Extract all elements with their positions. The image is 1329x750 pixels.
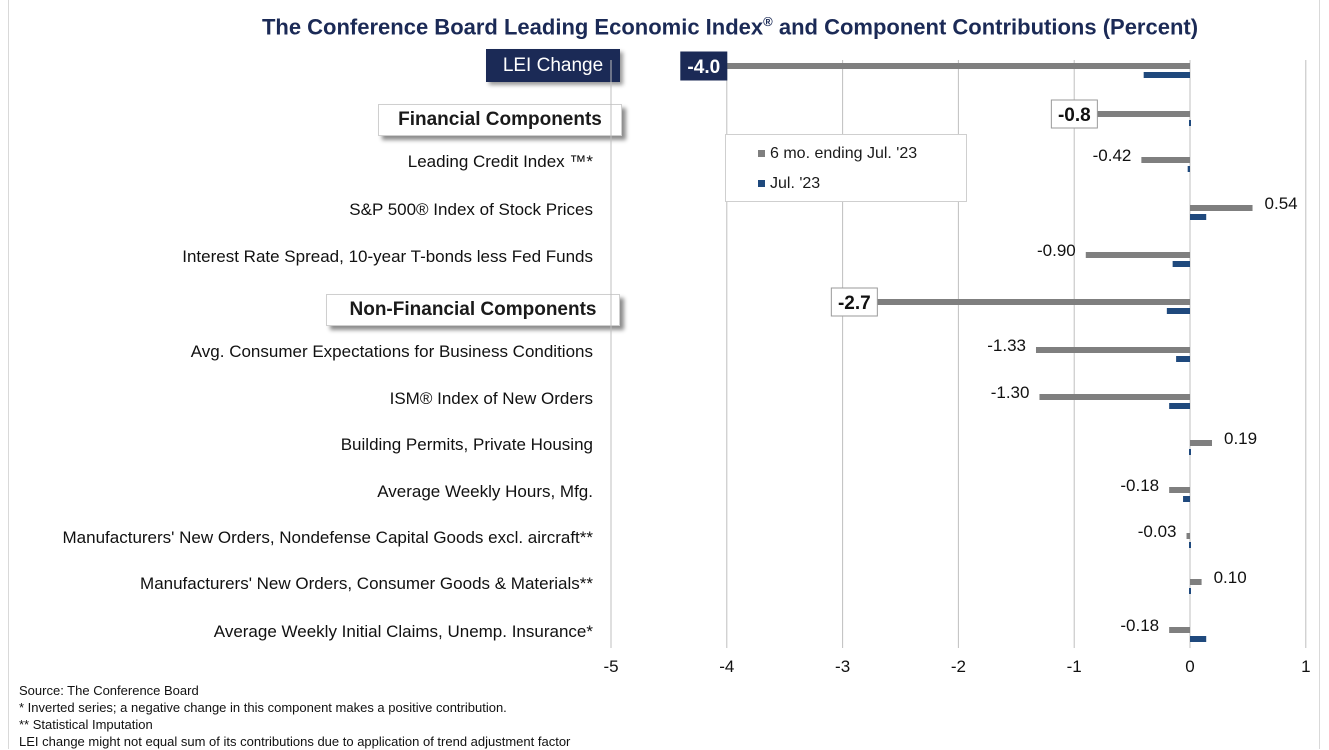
x-tick-label: -2 bbox=[951, 657, 966, 676]
row-label: Manufacturers' New Orders, Consumer Good… bbox=[140, 574, 593, 593]
legend-swatch-six-month bbox=[758, 150, 765, 158]
bar-july bbox=[1190, 636, 1207, 642]
legend-item-july: Jul. '23 bbox=[758, 175, 820, 193]
value-label: -0.18 bbox=[1120, 476, 1159, 495]
bar-six-month bbox=[1035, 347, 1190, 353]
value-label: -0.18 bbox=[1120, 616, 1159, 635]
value-label: 0.54 bbox=[1265, 194, 1298, 213]
value-callout-box bbox=[680, 51, 728, 81]
value-label: 0.19 bbox=[1224, 429, 1257, 448]
legend-swatch-july bbox=[758, 180, 765, 188]
non-financial-components-header: Non-Financial Components bbox=[326, 294, 620, 326]
bar-july bbox=[1169, 403, 1190, 409]
bar-six-month bbox=[877, 299, 1190, 305]
source-line-3: ** Statistical Imputation bbox=[19, 717, 153, 732]
x-tick-label: -5 bbox=[603, 657, 618, 676]
row-label: Leading Credit Index ™* bbox=[407, 152, 593, 171]
row-label: Average Weekly Hours, Mfg. bbox=[377, 482, 593, 501]
bar-july bbox=[1189, 449, 1191, 455]
value-label: -0.8 bbox=[1058, 105, 1091, 126]
bar-july bbox=[1190, 214, 1207, 220]
row-label: ISM® Index of New Orders bbox=[389, 389, 593, 408]
legend-item-six-month: 6 mo. ending Jul. '23 bbox=[758, 145, 917, 163]
bar-six-month bbox=[1190, 205, 1253, 211]
source-line-1: Source: The Conference Board bbox=[19, 683, 199, 698]
bar-july bbox=[1189, 120, 1191, 126]
value-label: -2.7 bbox=[838, 293, 871, 314]
bar-six-month bbox=[1141, 157, 1190, 163]
x-tick-label: 1 bbox=[1301, 657, 1310, 676]
bar-six-month bbox=[1190, 440, 1213, 446]
value-label: -4.0 bbox=[687, 57, 720, 78]
x-tick-label: -4 bbox=[719, 657, 734, 676]
bar-six-month bbox=[1039, 394, 1190, 400]
row-label: Building Permits, Private Housing bbox=[340, 435, 593, 454]
bar-six-month bbox=[726, 63, 1190, 69]
chart-frame bbox=[8, 0, 1320, 749]
bar-july bbox=[1166, 308, 1190, 314]
value-callout: -4.0 bbox=[680, 51, 728, 81]
x-tick-label: -3 bbox=[835, 657, 850, 676]
bar-july bbox=[1176, 356, 1190, 362]
bar-july bbox=[1143, 72, 1190, 78]
legend-label-july: Jul. '23 bbox=[770, 175, 821, 192]
source-line-4: LEI change might not equal sum of its co… bbox=[19, 734, 571, 749]
bar-six-month bbox=[1085, 252, 1190, 258]
value-label: 0.10 bbox=[1214, 568, 1247, 587]
value-label: -0.03 bbox=[1138, 522, 1177, 541]
bar-july bbox=[1189, 542, 1191, 548]
value-label: -1.30 bbox=[991, 383, 1030, 402]
value-label: -0.90 bbox=[1037, 241, 1076, 260]
x-tick-label: -1 bbox=[1067, 657, 1082, 676]
row-label: Avg. Consumer Expectations for Business … bbox=[190, 342, 593, 361]
bar-july bbox=[1183, 496, 1190, 502]
value-label: -1.33 bbox=[987, 336, 1026, 355]
value-callout: -0.8 bbox=[1050, 99, 1098, 129]
chart-title: The Conference Board Leading Economic In… bbox=[261, 14, 1199, 40]
row-label: S&P 500® Index of Stock Prices bbox=[349, 200, 593, 219]
row-label: Manufacturers' New Orders, Nondefense Ca… bbox=[62, 528, 593, 547]
lei-change-header: LEI Change bbox=[486, 49, 620, 82]
value-callout-box bbox=[830, 287, 878, 317]
bar-six-month bbox=[1186, 533, 1190, 539]
bar-six-month bbox=[1097, 111, 1190, 117]
value-label: -0.42 bbox=[1093, 146, 1132, 165]
bar-six-month bbox=[1190, 579, 1202, 585]
bar-july bbox=[1172, 261, 1190, 267]
bar-july bbox=[1189, 588, 1191, 594]
row-label: Average Weekly Initial Claims, Unemp. In… bbox=[213, 622, 593, 641]
value-callout: -2.7 bbox=[830, 287, 878, 317]
source-line-2: * Inverted series; a negative change in … bbox=[19, 700, 507, 715]
value-callout-box bbox=[1050, 99, 1098, 129]
bar-six-month bbox=[1169, 627, 1190, 633]
bar-july bbox=[1187, 166, 1190, 172]
legend: 6 mo. ending Jul. '23 Jul. '23 bbox=[725, 134, 967, 202]
bar-chart-plot: -5 -4 -3 -2 -1 0 1 -4.0 -0.8 -0.42 0.54 -0.90 -2.7 -1… bbox=[603, 51, 1311, 676]
x-tick-label: 0 bbox=[1185, 657, 1194, 676]
bar-six-month bbox=[1169, 487, 1190, 493]
legend-label-six-month: 6 mo. ending Jul. '23 bbox=[770, 145, 918, 162]
financial-components-header: Financial Components bbox=[378, 104, 622, 136]
row-label: Interest Rate Spread, 10-year T-bonds le… bbox=[182, 247, 593, 266]
